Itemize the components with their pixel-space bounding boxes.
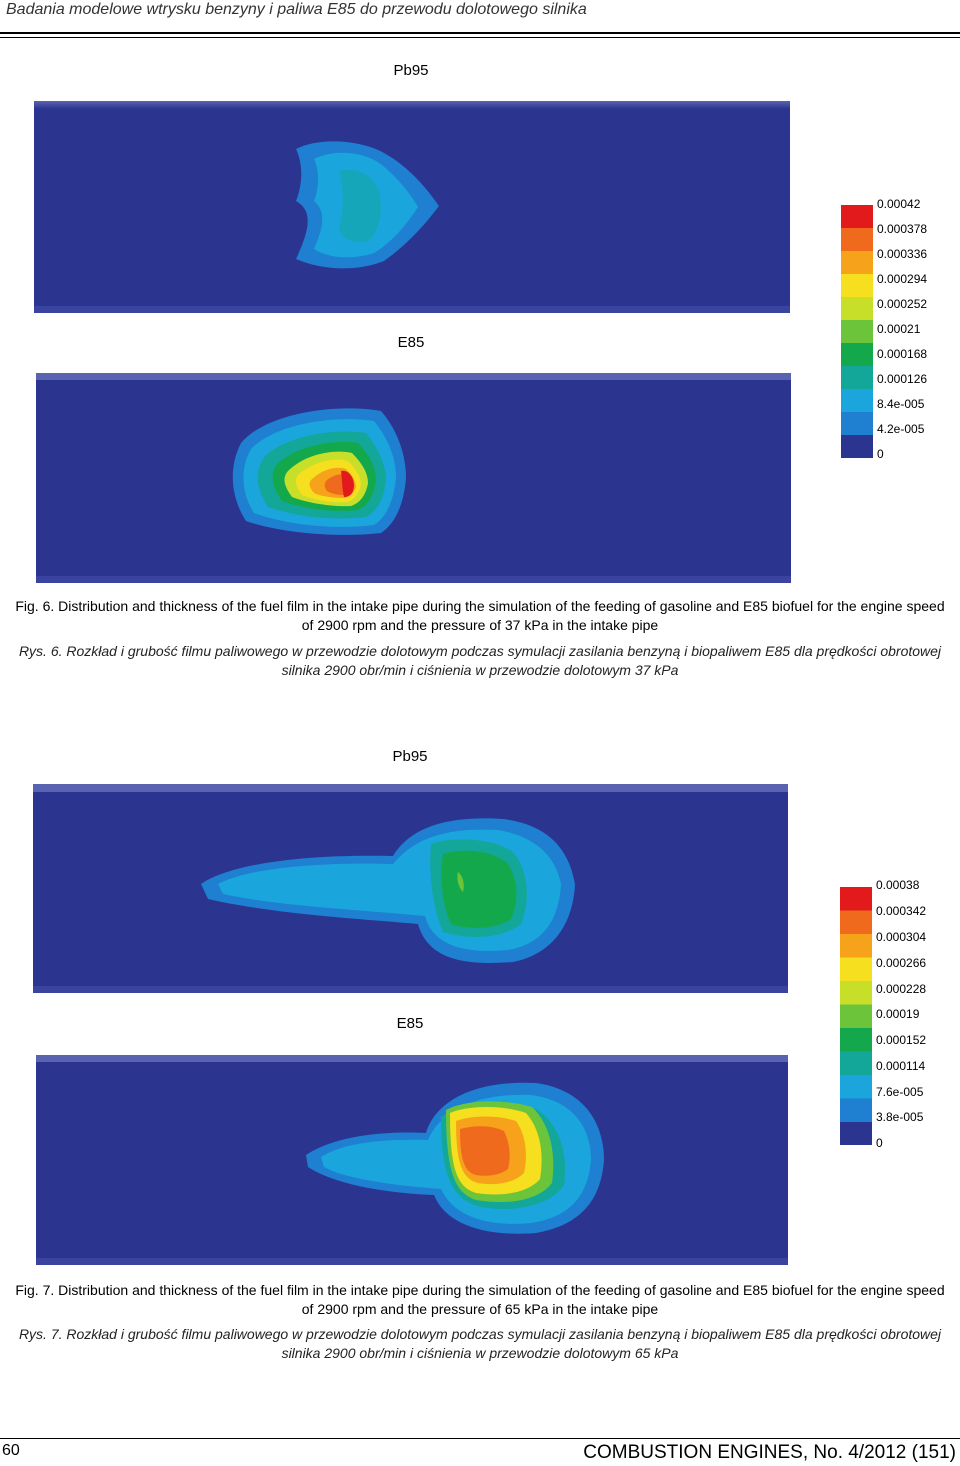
fig6-legend-label: 0.000378 (877, 222, 928, 236)
fig7-legend-label: 0.00038 (876, 878, 920, 892)
fig7-caption-pl: Rys. 7. Rozkład i grubość filmu paliwowe… (18, 1326, 942, 1361)
fig6-color-scale-bar (841, 205, 873, 458)
header-rule-thick (0, 32, 960, 34)
fig6-legend-label: 0.00021 (877, 322, 921, 336)
fig7-pb95-simulation-image (33, 784, 788, 993)
fig6-legend-label: 0 (877, 447, 884, 461)
fig6-caption-pl: Rys. 6. Rozkład i grubość filmu paliwowe… (18, 643, 942, 678)
fig7-legend-label: 0.00019 (876, 1007, 920, 1021)
footer-rule (0, 1438, 960, 1439)
fig6-legend-label: 0.00042 (877, 197, 921, 211)
fig7-caption-en: Fig. 7. Distribution and thickness of th… (15, 1282, 945, 1317)
fig6-caption-en: Fig. 6. Distribution and thickness of th… (15, 598, 945, 633)
fig7-legend-label: 0.000266 (876, 956, 927, 970)
fig6-legend-label: 0.000294 (877, 272, 928, 286)
fig6-label-pb95: Pb95 (393, 62, 429, 79)
fig7-legend-label: 0.000304 (876, 930, 927, 944)
fig6-legend-label: 0.000168 (877, 347, 928, 361)
fig7-legend-label: 0.000342 (876, 904, 927, 918)
fig6-legend-label: 0.000336 (877, 247, 928, 261)
fig7-legend-label: 0 (876, 1136, 883, 1150)
fig6-legend-label: 4.2e-005 (877, 422, 925, 436)
fig6-legend-label: 0.000252 (877, 297, 928, 311)
fig6-label-e85: E85 (397, 334, 425, 351)
fig7-legend-label: 0.000152 (876, 1033, 927, 1047)
journal-name: COMBUSTION ENGINES, No. 4/2012 (151) (583, 1442, 956, 1463)
header-rule-thin (0, 37, 960, 38)
fig6-pb95-simulation-image (34, 101, 790, 313)
fig7-legend-label: 7.6e-005 (876, 1085, 924, 1099)
page-number: 60 (2, 1442, 20, 1459)
fig7-legend-label: 0.000228 (876, 982, 927, 996)
fig7-label-pb95: Pb95 (392, 748, 428, 765)
fig7-legend-label: 0.000114 (876, 1059, 926, 1073)
fig7-color-scale-bar (840, 887, 872, 1145)
fig7-label-e85: E85 (396, 1015, 424, 1032)
fig6-legend-label: 8.4e-005 (877, 397, 925, 411)
fig6-e85-simulation-image (36, 373, 791, 583)
running-title: Badania modelowe wtrysku benzyny i paliw… (6, 1, 587, 18)
fig7-legend-label: 3.8e-005 (876, 1110, 924, 1124)
fig6-legend-label: 0.000126 (877, 372, 928, 386)
fig7-e85-simulation-image (36, 1055, 788, 1265)
